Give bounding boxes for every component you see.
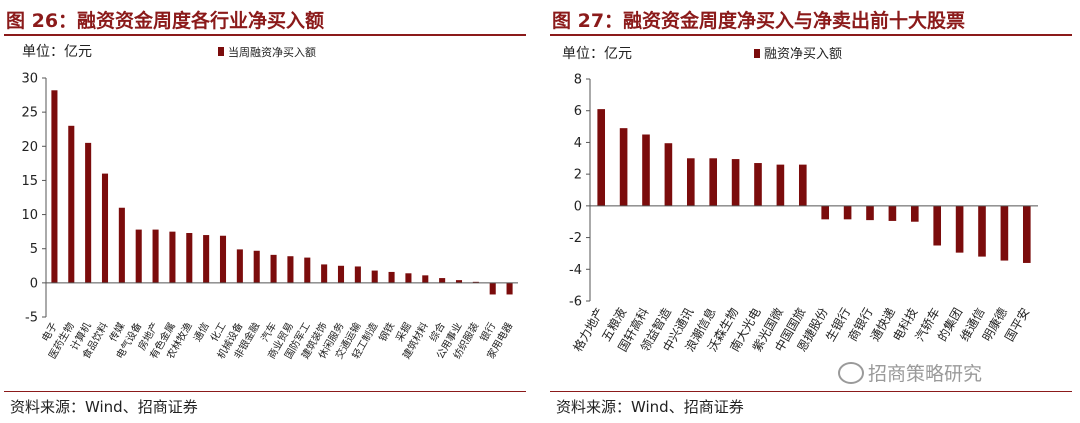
title-divider: [550, 34, 1072, 36]
y-tick-label: -5: [25, 311, 38, 326]
figure-title: 图 27：融资资金周度净买入与净卖出前十大股票: [552, 10, 966, 32]
y-tick-label: 0: [574, 199, 582, 214]
unit-label: 单位：亿元: [22, 44, 92, 60]
bar: [472, 281, 479, 283]
bar: [287, 256, 294, 283]
bar: [1000, 205, 1009, 261]
y-tick-label: 5: [30, 242, 38, 257]
bar: [489, 282, 496, 295]
bar: [321, 264, 328, 283]
bar: [955, 205, 964, 253]
bar: [933, 205, 942, 246]
bar: [619, 128, 628, 206]
y-tick-label: -6: [569, 295, 582, 310]
bar: [236, 249, 243, 283]
y-tick-label: 4: [574, 136, 582, 151]
bar: [821, 205, 830, 220]
y-tick-label: 10: [21, 208, 38, 223]
bar: [354, 266, 361, 283]
bar: [506, 282, 513, 295]
bar: [642, 134, 650, 206]
top-stocks-net-buy-chart: 单位：亿元 融资净买入额-6-4-202468格力地产五粮液国轩高科领益智造中兴通…: [562, 46, 1038, 354]
bar: [597, 109, 606, 206]
bar: [888, 205, 897, 221]
bar: [304, 257, 311, 283]
bar: [798, 164, 807, 206]
watermark-text: 招商策略研究: [868, 363, 983, 385]
source-note: 资料来源：Wind、招商证券: [556, 398, 744, 416]
bar: [866, 205, 874, 221]
y-tick-label: 30: [21, 72, 38, 87]
watermark: 招商策略研究: [838, 359, 982, 386]
bar: [439, 278, 446, 283]
source-note: 资料来源：Wind、招商证券: [10, 398, 198, 416]
legend-label: 当周融资净买入额: [228, 45, 316, 59]
wechat-icon: [838, 361, 864, 384]
y-tick-label: 25: [21, 106, 38, 121]
bar: [686, 158, 695, 206]
y-tick-label: 6: [574, 104, 582, 119]
bar: [388, 271, 395, 283]
bar: [754, 163, 762, 206]
source-divider: [550, 391, 1072, 392]
y-tick-label: -4: [569, 263, 582, 278]
bar: [910, 205, 919, 222]
bar: [843, 205, 852, 220]
y-tick-label: 2: [574, 168, 582, 183]
bar: [422, 275, 429, 283]
bar: [219, 235, 227, 283]
y-tick-label: 20: [21, 140, 38, 155]
bar: [405, 273, 412, 283]
bar: [371, 270, 378, 283]
category-label: 钢铁: [376, 320, 397, 344]
legend-swatch: [218, 47, 224, 56]
bar: [776, 164, 785, 206]
bar: [337, 265, 345, 283]
bar: [664, 143, 673, 206]
category-label: 通信: [191, 321, 211, 344]
y-tick-label: 0: [30, 276, 38, 291]
bar: [270, 254, 277, 283]
bar: [118, 207, 125, 283]
bar: [455, 280, 463, 283]
figure-title: 图 26：融资资金周度各行业净买入额: [6, 10, 325, 32]
y-tick-label: 8: [574, 73, 582, 88]
bar: [135, 229, 142, 283]
bar: [152, 229, 159, 283]
bar: [101, 173, 109, 283]
legend-label: 融资净买入额: [764, 47, 842, 62]
bar: [203, 235, 210, 283]
bar: [186, 233, 193, 283]
title-divider: [4, 34, 526, 36]
bar: [709, 158, 718, 206]
bar: [169, 231, 176, 283]
y-tick-label: 15: [21, 174, 38, 189]
y-tick-label: -2: [569, 231, 582, 246]
category-label: 格力地产: [570, 305, 607, 354]
bar: [68, 125, 75, 283]
chart-panel-left: 图 26：融资资金周度各行业净买入额 单位：亿元 当周融资净买入额 -5 0 5 10 15…: [0, 0, 534, 423]
source-divider: [4, 391, 526, 392]
legend-swatch: [754, 49, 760, 58]
unit-label: 单位：亿元: [562, 46, 632, 62]
bar: [85, 142, 92, 283]
chart-panel-right: 图 27：融资资金周度净买入与净卖出前十大股票 单位：亿元 融资净买入额 -6 -4 -…: [546, 0, 1080, 423]
bar: [731, 159, 740, 206]
bar: [978, 205, 986, 257]
industry-net-buy-chart: 单位：亿元 当周融资净买入额-5051015202530电子医药生物计算机食品饮料…: [21, 44, 518, 361]
bar: [253, 250, 260, 283]
bar: [1022, 205, 1031, 263]
bar: [51, 90, 58, 283]
